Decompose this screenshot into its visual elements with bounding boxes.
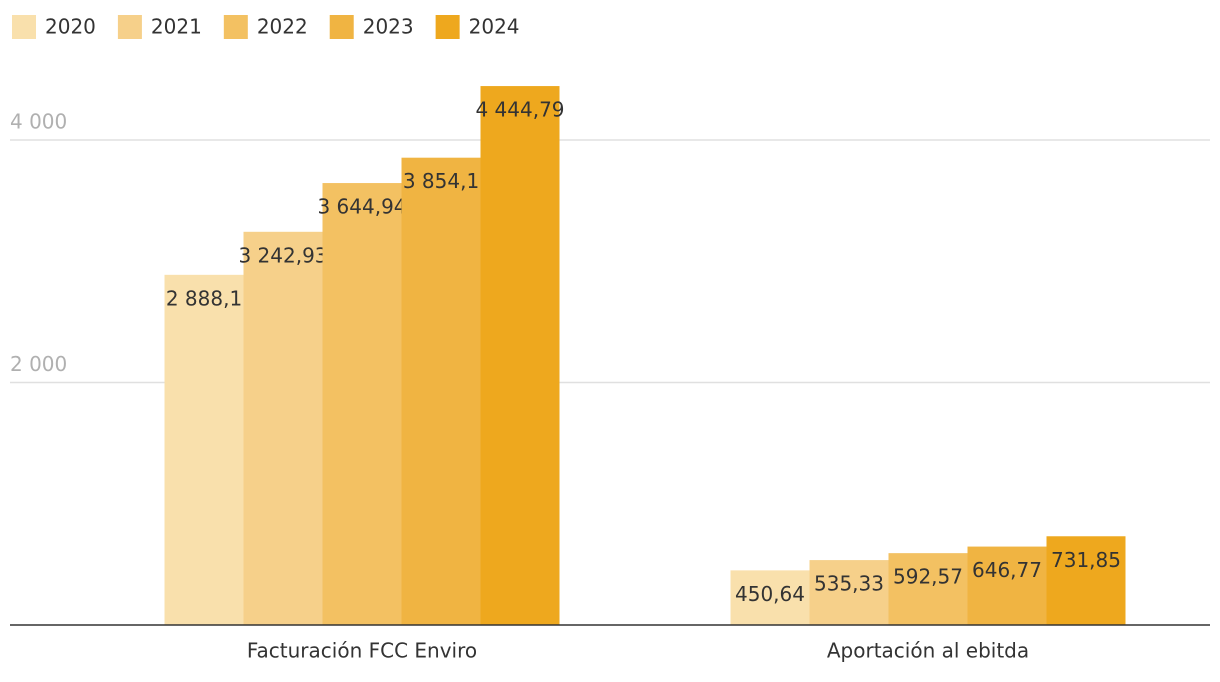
- value-label: 535,33: [814, 572, 884, 596]
- bar: [730, 570, 810, 625]
- bar: [809, 560, 889, 625]
- bar: [401, 157, 481, 625]
- value-label: 731,85: [1051, 548, 1121, 572]
- value-label: 2 888,1: [166, 286, 242, 310]
- bar: [480, 86, 560, 625]
- legend-swatch: [435, 15, 460, 39]
- bar: [888, 553, 968, 625]
- bar: [967, 546, 1047, 625]
- legend-swatch: [223, 15, 248, 39]
- bar: [164, 274, 244, 625]
- bar: [243, 231, 323, 625]
- legend-swatch: [117, 15, 142, 39]
- y-tick-label: 2 000: [10, 352, 67, 376]
- x-tick-label: Aportación al ebitda: [827, 639, 1029, 663]
- x-tick-label: Facturación FCC Enviro: [247, 639, 477, 663]
- legend-label: 2023: [363, 15, 414, 39]
- y-tick-label: 4 000: [10, 110, 67, 134]
- value-label: 450,64: [735, 582, 805, 606]
- legend-label: 2021: [151, 15, 202, 39]
- legend-swatch: [12, 15, 36, 39]
- bar: [322, 183, 402, 625]
- legend-label: 2020: [45, 15, 96, 39]
- value-label: 3 242,93: [238, 243, 327, 267]
- bar: [1046, 536, 1126, 625]
- value-label: 3 854,1: [403, 169, 479, 193]
- legend-label: 2022: [257, 15, 308, 39]
- value-label: 4 444,79: [475, 98, 564, 122]
- legend-swatch: [329, 15, 354, 39]
- value-label: 592,57: [893, 565, 963, 589]
- value-label: 646,77: [972, 558, 1042, 582]
- legend-label: 2024: [469, 15, 520, 39]
- value-label: 3 644,94: [317, 195, 406, 219]
